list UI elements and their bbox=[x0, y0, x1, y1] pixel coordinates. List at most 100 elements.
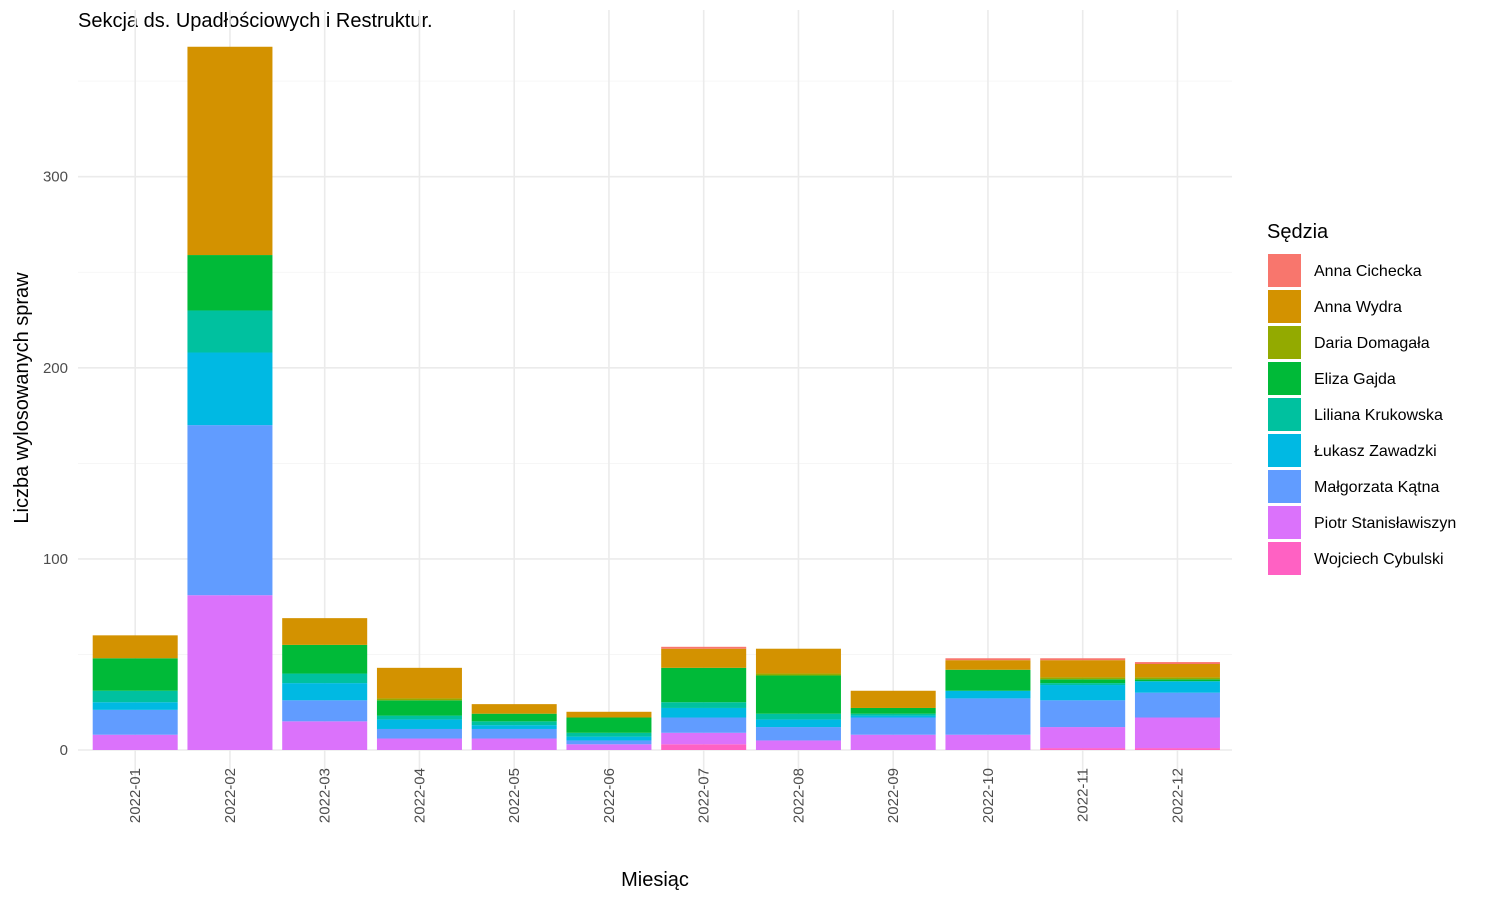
y-tick-label: 0 bbox=[60, 742, 68, 759]
bar-segment bbox=[471, 728, 557, 739]
legend-label: Anna Wydra bbox=[1314, 299, 1402, 316]
bar-segment bbox=[661, 744, 747, 750]
legend-label: Eliza Gajda bbox=[1314, 371, 1396, 388]
bar-segment bbox=[1134, 677, 1220, 680]
bar-segment bbox=[1040, 700, 1126, 728]
bar-segment bbox=[376, 728, 462, 739]
legend-swatch bbox=[1268, 254, 1301, 287]
legend-swatch bbox=[1268, 398, 1301, 431]
bar-segment bbox=[661, 646, 747, 649]
bar-segment bbox=[661, 717, 747, 733]
bar-segment bbox=[1134, 681, 1220, 693]
x-tick-label: 2022-12 bbox=[1169, 768, 1186, 823]
bar-segment bbox=[850, 715, 936, 718]
bar-segment bbox=[282, 721, 368, 750]
legend-label: Daria Domagała bbox=[1314, 335, 1430, 352]
y-axis-title: Liczba wylosowanych spraw bbox=[11, 272, 33, 524]
bar-segment bbox=[1040, 660, 1126, 678]
bar-segment bbox=[92, 709, 178, 735]
bar-segment bbox=[1134, 664, 1220, 678]
bar-segment bbox=[661, 667, 747, 703]
bar-segment bbox=[850, 717, 936, 735]
bar-segment bbox=[945, 734, 1031, 750]
bar-segment bbox=[566, 744, 652, 750]
x-tick-label: 2022-01 bbox=[127, 768, 144, 823]
legend-swatch bbox=[1268, 326, 1301, 359]
bar-segment bbox=[850, 690, 936, 708]
bar-segment bbox=[471, 704, 557, 714]
bar-segment bbox=[376, 700, 462, 716]
legend-label: Wojciech Cybulski bbox=[1314, 551, 1444, 568]
legend-title: Sędzia bbox=[1267, 221, 1329, 243]
bar-segment bbox=[187, 46, 273, 256]
bar-segment bbox=[755, 740, 841, 750]
bar-segment bbox=[945, 658, 1031, 661]
legend-swatch bbox=[1268, 470, 1301, 503]
bars bbox=[92, 46, 1220, 750]
bar-segment bbox=[755, 648, 841, 674]
bar-segment bbox=[282, 683, 368, 701]
x-tick-label: 2022-09 bbox=[885, 768, 902, 823]
bar-segment bbox=[376, 698, 462, 701]
bar-segment bbox=[282, 618, 368, 645]
bar-segment bbox=[566, 732, 652, 737]
x-axis-title: Miesiąc bbox=[621, 869, 689, 891]
y-tick-label: 200 bbox=[43, 360, 68, 377]
bar-segment bbox=[755, 675, 841, 714]
legend-label: Łukasz Zawadzki bbox=[1314, 443, 1437, 460]
x-tick-label: 2022-03 bbox=[317, 768, 334, 823]
bar-segment bbox=[92, 635, 178, 659]
legend-label: Piotr Stanisławiszyn bbox=[1314, 515, 1456, 532]
bar-segment bbox=[1040, 683, 1126, 686]
bar-segment bbox=[661, 648, 747, 668]
y-tick-label: 300 bbox=[43, 169, 68, 186]
y-tick-label: 100 bbox=[43, 551, 68, 568]
bar-segment bbox=[282, 700, 368, 722]
bar-segment bbox=[566, 740, 652, 745]
bar-segment bbox=[945, 660, 1031, 670]
bar-segment bbox=[945, 669, 1031, 691]
bar-segment bbox=[471, 721, 557, 726]
x-tick-label: 2022-05 bbox=[506, 768, 523, 823]
x-tick-label: 2022-07 bbox=[696, 768, 713, 823]
bar-segment bbox=[1134, 717, 1220, 749]
x-tick-label: 2022-11 bbox=[1075, 768, 1092, 822]
legend-label: Liliana Krukowska bbox=[1314, 407, 1443, 424]
legend-swatch bbox=[1268, 290, 1301, 323]
y-axis-ticks: 0 100 200 300 bbox=[43, 169, 68, 759]
bar-segment bbox=[282, 673, 368, 684]
bar-segment bbox=[187, 352, 273, 426]
legend-swatch bbox=[1268, 434, 1301, 467]
bar-segment bbox=[1134, 692, 1220, 718]
bar-segment bbox=[566, 736, 652, 741]
bar-segment bbox=[1040, 677, 1126, 680]
bar-segment bbox=[92, 734, 178, 750]
bar-segment bbox=[566, 717, 652, 733]
bar-segment bbox=[187, 310, 273, 353]
bar-segment bbox=[945, 698, 1031, 735]
x-tick-label: 2022-04 bbox=[411, 768, 428, 823]
bar-segment bbox=[945, 690, 1031, 699]
bar-segment bbox=[92, 690, 178, 703]
legend-label: Anna Cichecka bbox=[1314, 263, 1422, 280]
legend-label: Małgorzata Kątna bbox=[1314, 479, 1440, 496]
legend-swatch bbox=[1268, 506, 1301, 539]
bar-segment bbox=[850, 734, 936, 750]
bar-segment bbox=[92, 702, 178, 710]
bar-segment bbox=[187, 425, 273, 596]
bar-segment bbox=[471, 738, 557, 750]
bar-segment bbox=[187, 595, 273, 750]
x-tick-label: 2022-02 bbox=[222, 768, 239, 823]
bar-segment bbox=[471, 725, 557, 729]
bar-segment bbox=[1040, 748, 1126, 750]
bar-segment bbox=[1134, 748, 1220, 750]
bar-segment bbox=[1040, 727, 1126, 749]
bar-segment bbox=[755, 727, 841, 741]
bar-segment bbox=[1040, 685, 1126, 701]
x-tick-label: 2022-08 bbox=[790, 768, 807, 823]
bar-segment bbox=[471, 713, 557, 722]
bar-segment bbox=[755, 713, 841, 720]
legend-swatch bbox=[1268, 362, 1301, 395]
bar-segment bbox=[661, 707, 747, 718]
